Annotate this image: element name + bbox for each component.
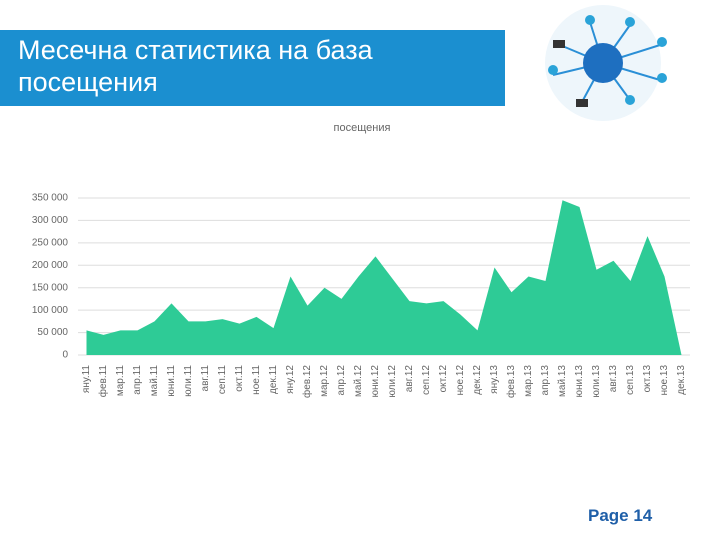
area xyxy=(86,200,682,355)
x-tick-label: юли.11 xyxy=(183,365,194,397)
x-tick-label: фев.11 xyxy=(97,365,109,398)
x-tick-label: мар.13 xyxy=(523,365,534,397)
x-tick-label: мар.12 xyxy=(319,365,330,397)
x-tick-label: окт.11 xyxy=(234,365,245,392)
x-tick-label: дек.13 xyxy=(676,365,687,395)
y-tick-label: 350 000 xyxy=(32,193,69,204)
x-tick-label: ное.12 xyxy=(455,365,466,396)
x-tick-label: апр.13 xyxy=(540,365,551,396)
slide-title: Месечна статистика на база посещения xyxy=(18,35,373,97)
y-tick-label: 250 000 xyxy=(32,237,69,248)
header-bar xyxy=(0,30,505,106)
x-tick-label: авг.11 xyxy=(200,365,211,392)
x-tick-label: окт.12 xyxy=(438,365,449,393)
x-tick-label: юни.12 xyxy=(370,365,381,398)
x-tick-label: юли.12 xyxy=(387,365,398,398)
x-tick-label: авг.12 xyxy=(404,365,415,393)
x-tick-label: юни.13 xyxy=(574,365,585,398)
x-tick-label: окт.13 xyxy=(642,365,653,393)
x-tick-label: юни.11 xyxy=(166,365,177,397)
y-tick-label: 100 000 xyxy=(32,305,69,316)
chart-title: посещения xyxy=(334,122,391,134)
page-number: Page 14 xyxy=(588,506,653,525)
x-tick-label: сеп.13 xyxy=(625,365,636,395)
x-tick-label: май.12 xyxy=(353,365,364,397)
x-tick-label: юли.13 xyxy=(591,365,602,398)
x-tick-label: май.13 xyxy=(557,365,568,397)
x-tick-label: яну.11 xyxy=(81,365,92,394)
x-tick-label: фев.13 xyxy=(505,365,517,398)
y-tick-label: 50 000 xyxy=(37,327,68,338)
x-tick-label: ное.13 xyxy=(659,365,670,396)
network-image xyxy=(545,5,667,121)
y-tick-label: 200 000 xyxy=(32,260,69,271)
y-tick-label: 150 000 xyxy=(32,282,69,293)
x-tick-label: дек.12 xyxy=(472,365,483,395)
x-tick-label: ное.11 xyxy=(251,365,262,395)
y-tick-label: 300 000 xyxy=(32,215,69,226)
x-tick-label: сеп.11 xyxy=(217,365,228,395)
x-tick-label: сеп.12 xyxy=(421,365,432,395)
y-tick-label: 0 xyxy=(62,350,68,361)
x-tick-label: мар.11 xyxy=(115,365,126,397)
x-tick-label: дек.11 xyxy=(268,365,279,394)
x-tick-label: фев.12 xyxy=(301,365,313,398)
x-tick-label: май.11 xyxy=(149,365,160,397)
x-tick-label: апр.12 xyxy=(336,365,347,396)
x-tick-label: яну.12 xyxy=(285,365,296,394)
x-tick-label: яну.13 xyxy=(489,365,500,394)
x-tick-label: авг.13 xyxy=(608,365,619,393)
x-tick-label: апр.11 xyxy=(132,365,143,395)
